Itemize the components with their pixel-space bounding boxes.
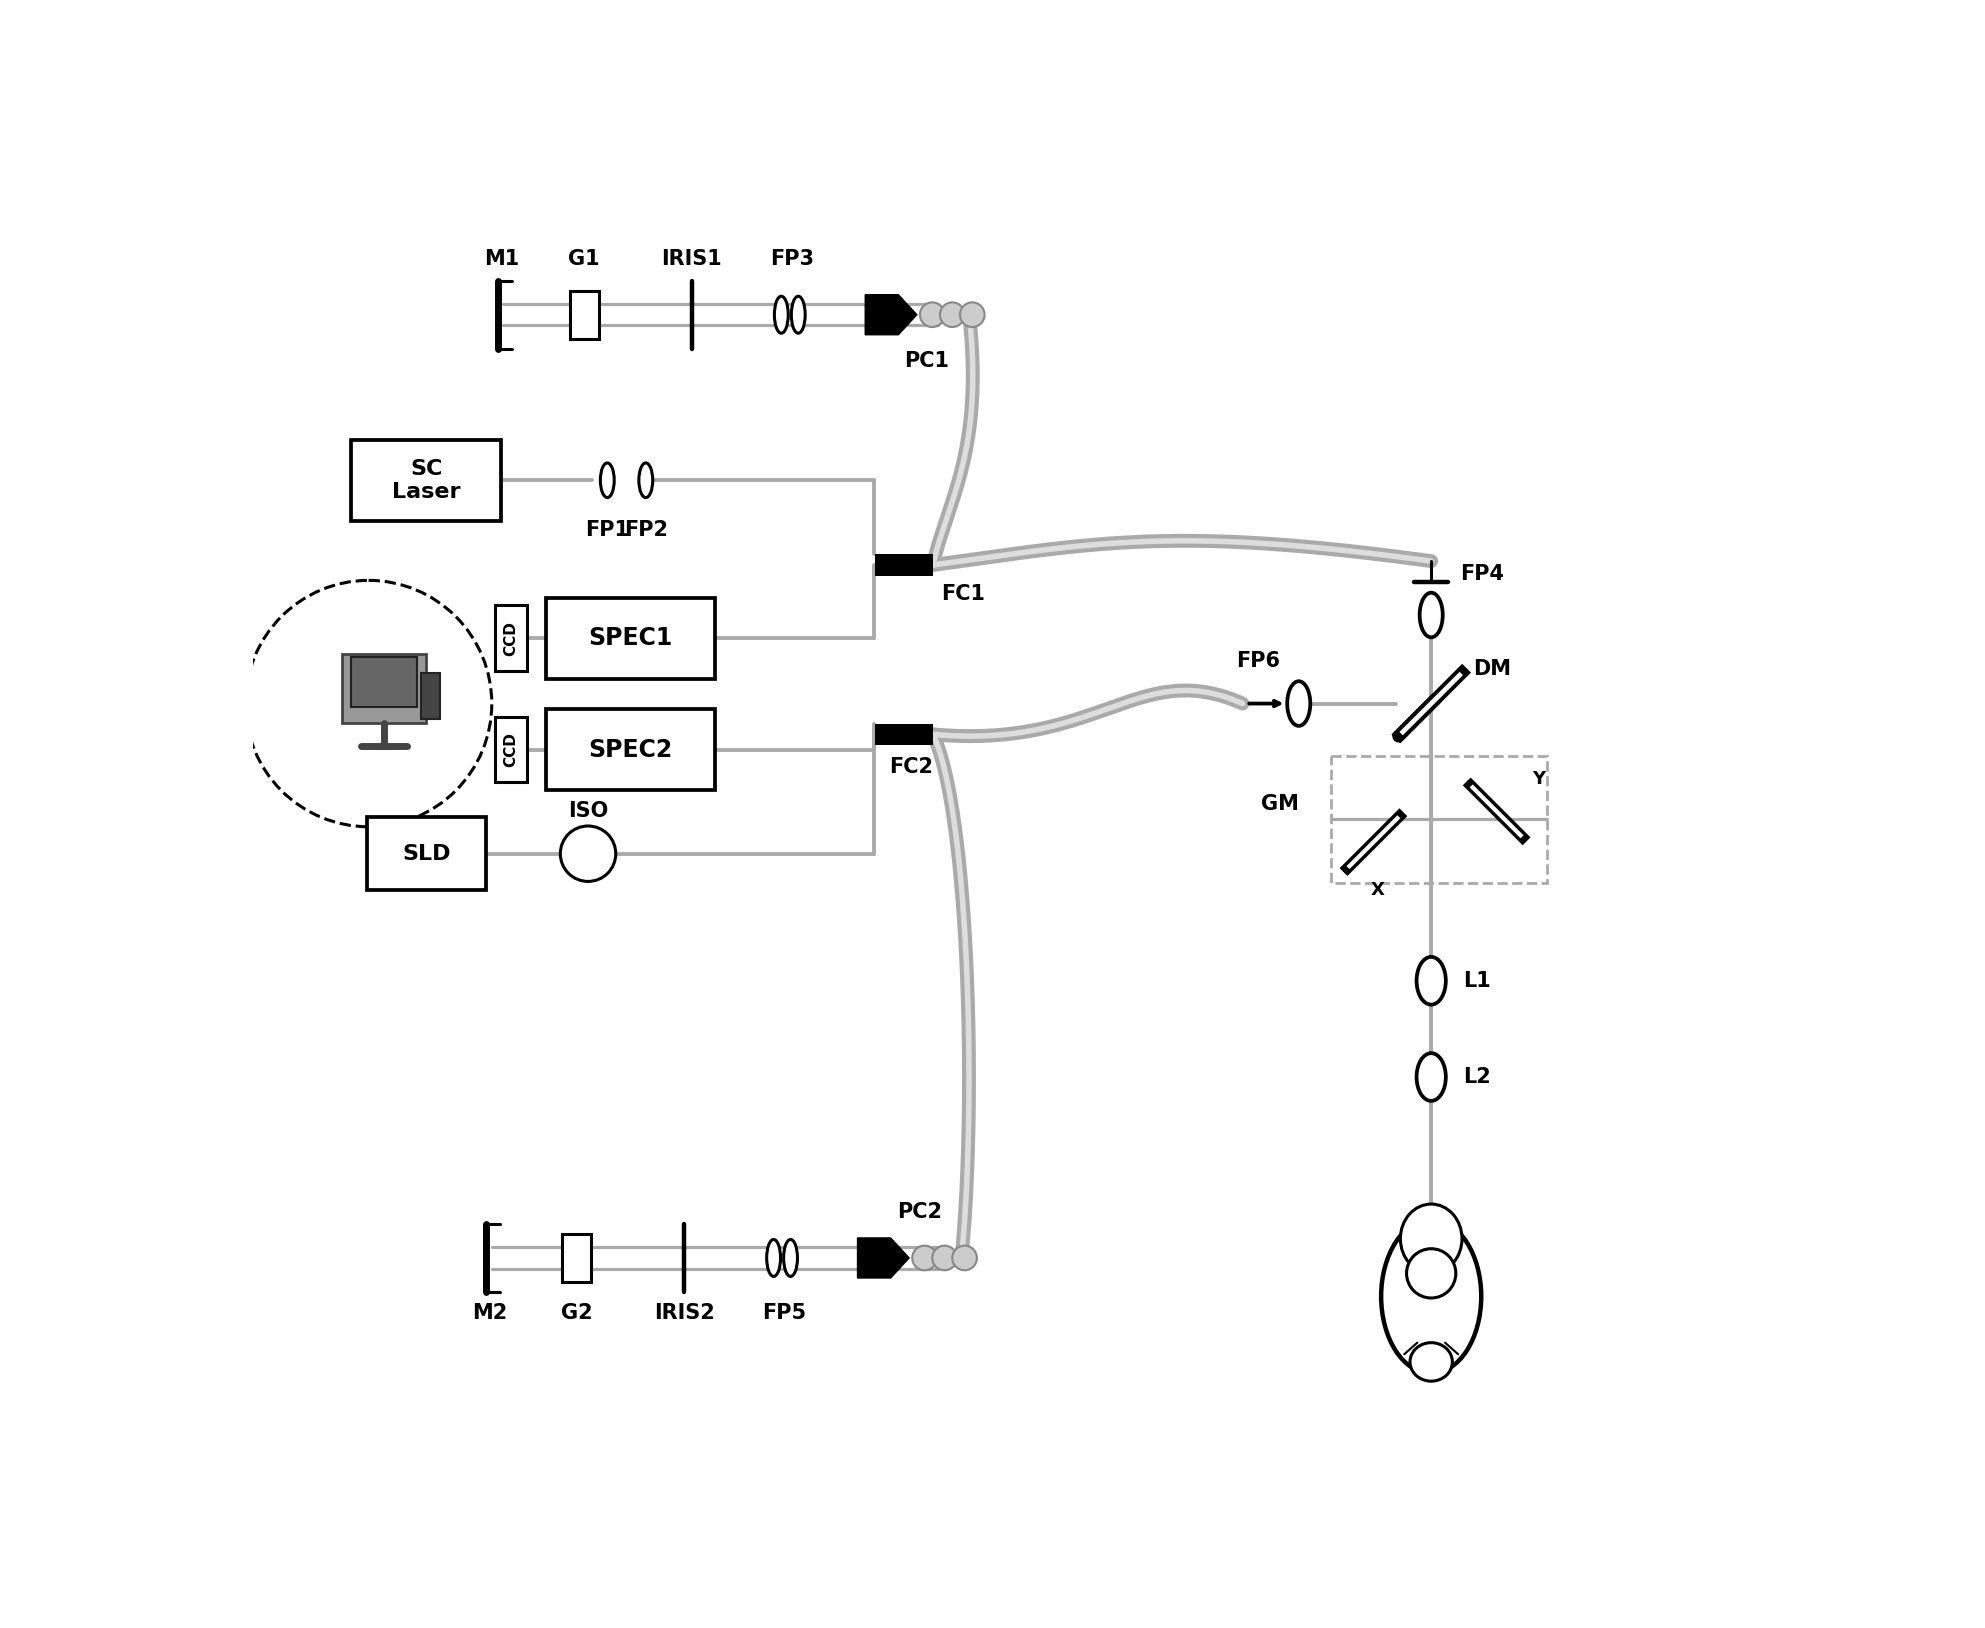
Bar <box>562 1234 592 1281</box>
Text: SC
Laser: SC Laser <box>393 459 461 501</box>
Bar <box>367 817 486 891</box>
Circle shape <box>933 1245 957 1270</box>
Bar <box>875 723 933 746</box>
Text: FP5: FP5 <box>762 1304 806 1324</box>
Text: X: X <box>1370 881 1384 899</box>
Bar <box>1332 755 1546 882</box>
Ellipse shape <box>1417 1053 1445 1101</box>
Bar <box>875 554 933 576</box>
Bar <box>494 606 528 671</box>
Text: PC1: PC1 <box>905 352 949 371</box>
Text: CCD: CCD <box>504 733 518 767</box>
Text: SPEC2: SPEC2 <box>588 737 673 762</box>
Text: FP1: FP1 <box>586 521 629 540</box>
Text: GM: GM <box>1260 794 1298 814</box>
Bar <box>421 672 441 720</box>
Ellipse shape <box>1286 681 1310 726</box>
Text: Y: Y <box>1532 770 1546 788</box>
Bar <box>351 658 417 707</box>
Circle shape <box>560 825 615 881</box>
Text: FC1: FC1 <box>941 584 985 604</box>
Ellipse shape <box>1409 1343 1453 1381</box>
Bar <box>570 291 599 339</box>
Circle shape <box>919 303 945 327</box>
Text: FC2: FC2 <box>889 757 933 777</box>
Text: G2: G2 <box>560 1304 592 1324</box>
Text: ISO: ISO <box>568 801 607 822</box>
Circle shape <box>913 1245 937 1270</box>
Text: L2: L2 <box>1463 1066 1491 1088</box>
Circle shape <box>953 1245 977 1270</box>
Text: FP6: FP6 <box>1237 651 1280 671</box>
Text: FP4: FP4 <box>1461 565 1505 584</box>
Text: DM: DM <box>1473 659 1511 679</box>
Text: G1: G1 <box>568 249 599 269</box>
Text: SLD: SLD <box>403 843 451 864</box>
Bar <box>546 597 715 679</box>
Ellipse shape <box>766 1239 780 1276</box>
Ellipse shape <box>1382 1219 1481 1374</box>
Ellipse shape <box>784 1239 798 1276</box>
Text: M2: M2 <box>472 1304 508 1324</box>
Circle shape <box>961 303 985 327</box>
Polygon shape <box>858 1237 909 1278</box>
Text: PC2: PC2 <box>897 1201 941 1221</box>
Circle shape <box>1407 1249 1455 1298</box>
Ellipse shape <box>774 296 788 334</box>
Circle shape <box>941 303 965 327</box>
Text: FP2: FP2 <box>623 521 667 540</box>
Text: L1: L1 <box>1463 970 1491 991</box>
Ellipse shape <box>792 296 806 334</box>
Polygon shape <box>865 295 917 335</box>
Ellipse shape <box>1399 1205 1463 1273</box>
Bar <box>546 710 715 790</box>
Ellipse shape <box>1419 593 1443 637</box>
Bar <box>351 440 502 521</box>
Ellipse shape <box>1417 957 1445 1004</box>
Text: IRIS2: IRIS2 <box>653 1304 715 1324</box>
Text: SPEC1: SPEC1 <box>588 627 673 650</box>
Ellipse shape <box>639 462 653 498</box>
Ellipse shape <box>599 462 613 498</box>
Text: FP3: FP3 <box>770 249 814 269</box>
Text: M1: M1 <box>484 249 520 269</box>
Bar <box>341 653 427 723</box>
Bar <box>494 716 528 783</box>
Text: CCD: CCD <box>504 620 518 656</box>
Text: IRIS1: IRIS1 <box>661 249 723 269</box>
